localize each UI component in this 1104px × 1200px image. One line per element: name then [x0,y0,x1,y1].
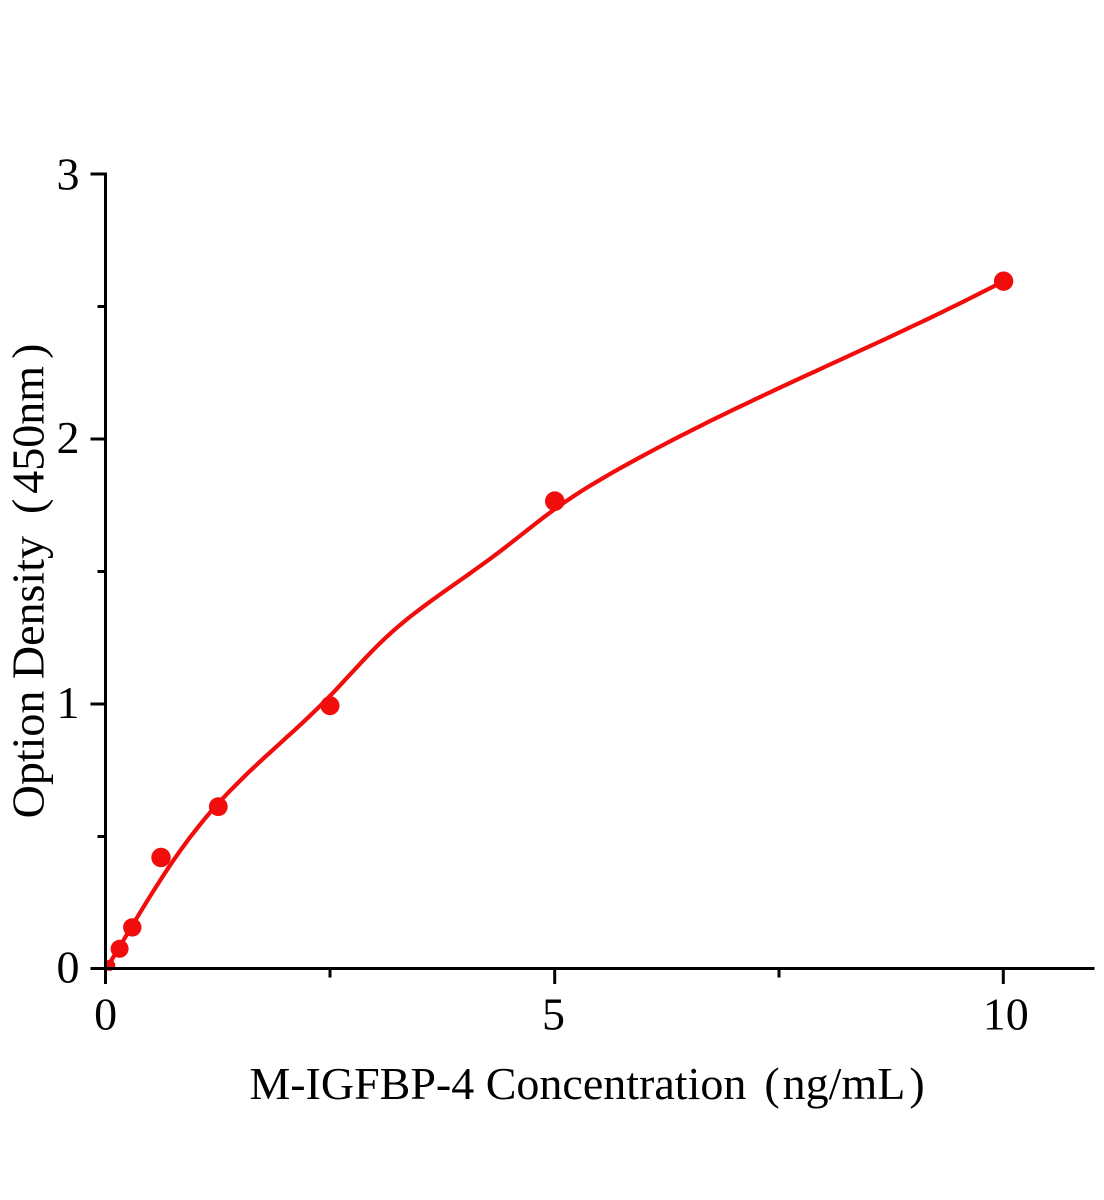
svg-text:Option Density(450nm): Option Density(450nm) [3,344,54,819]
svg-text:0: 0 [57,942,80,993]
svg-text:M-IGFBP-4 Concentration(ng/mL): M-IGFBP-4 Concentration (ng/mL) [249,1058,924,1109]
svg-text:1: 1 [57,677,80,728]
svg-text:2: 2 [57,412,80,463]
svg-text:0: 0 [94,989,117,1040]
svg-text:5: 5 [542,989,565,1040]
svg-text:10: 10 [983,989,1029,1040]
svg-text:3: 3 [57,149,80,200]
